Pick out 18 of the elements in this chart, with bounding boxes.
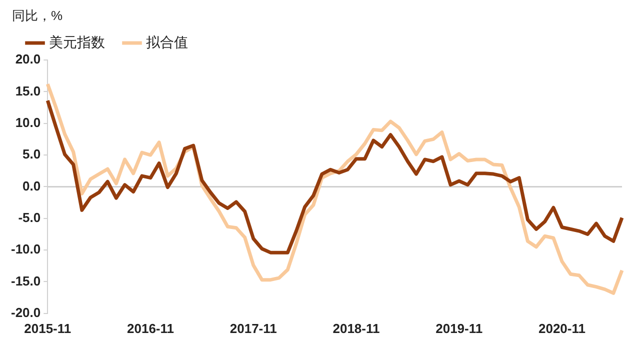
legend-label: 拟合值 xyxy=(146,34,188,50)
x-tick-label: 2020-11 xyxy=(538,320,586,336)
y-tick-label: 5.0 xyxy=(22,146,41,162)
x-tick-label: 2016-11 xyxy=(127,320,174,336)
x-tick-label: 2017-11 xyxy=(230,320,277,336)
y-tick-label: 20.0 xyxy=(15,52,41,67)
y-tick-label: 10.0 xyxy=(15,114,41,130)
y-tick-label: -15.0 xyxy=(10,273,41,288)
y-axis-title: 同比，% xyxy=(12,8,63,24)
y-tick-label: -20.0 xyxy=(10,304,41,320)
y-tick-label: -10.0 xyxy=(10,242,41,257)
y-tick-label: 0.0 xyxy=(22,178,41,194)
x-tick-label: 2018-11 xyxy=(332,320,380,336)
x-tick-label: 2019-11 xyxy=(436,320,483,336)
y-tick-label: 15.0 xyxy=(15,83,41,98)
y-tick-label: -5.0 xyxy=(18,210,41,225)
legend-label: 美元指数 xyxy=(49,34,105,50)
x-tick-label: 2015-11 xyxy=(24,320,72,336)
